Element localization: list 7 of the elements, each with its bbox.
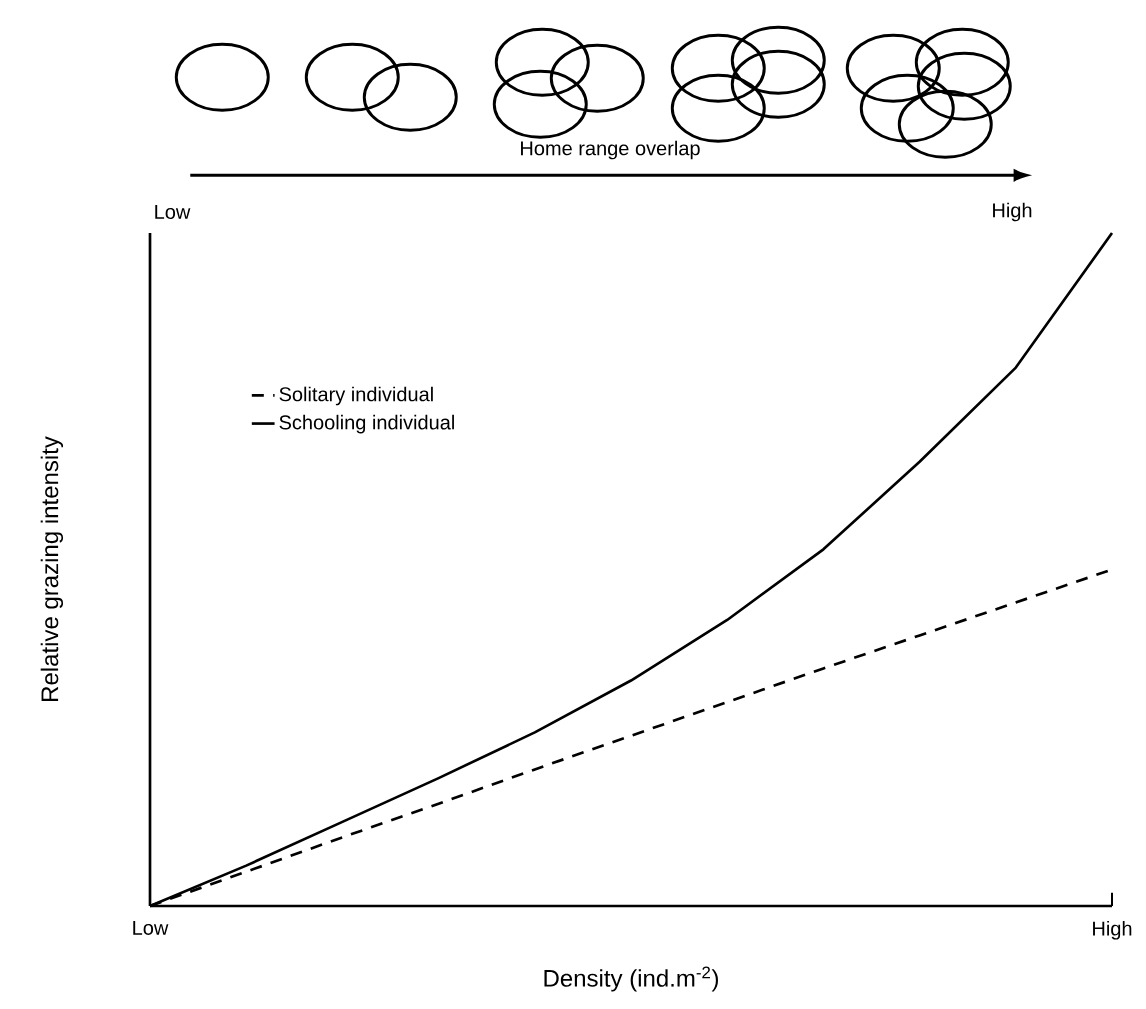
legend-label: Schooling individual — [279, 414, 454, 434]
text: Home range overlap — [521, 140, 700, 160]
text: Low — [155, 205, 191, 219]
text: High — [993, 202, 1032, 222]
x-axis-title: Density (ind.m$^{-2}$) — [544, 966, 718, 992]
legend-label: Solitary individual — [279, 386, 433, 406]
y-axis-title: Relative grazing intensity — [40, 436, 64, 701]
